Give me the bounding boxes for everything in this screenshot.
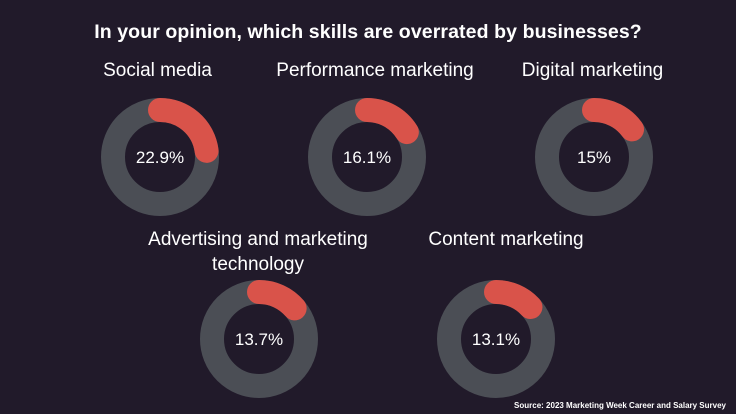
donut-value-arc (355, 98, 419, 145)
donut-value-arc (148, 98, 219, 163)
donut-value-label: 13.1% (472, 330, 520, 349)
donut-value-arc (582, 98, 645, 142)
donut-performance-marketing: 16.1% (308, 98, 426, 216)
donut-label-advertising-technology: Advertising and marketing technology (148, 229, 368, 275)
donut-label-performance-marketing: Performance marketing (276, 60, 474, 81)
donut-label-digital-marketing: Digital marketing (521, 60, 664, 81)
donut-value-arc (484, 280, 543, 320)
donut-advertising-technology: 13.7% (200, 280, 318, 398)
donut-value-label: 13.7% (235, 330, 283, 349)
donut-digital-marketing: 15% (535, 98, 653, 216)
donut-label-content-marketing: Content marketing (428, 229, 584, 250)
donut-value-label: 15% (577, 148, 611, 167)
donut-value-arc (247, 280, 307, 321)
donut-value-label: 16.1% (343, 148, 391, 167)
donut-content-marketing: 13.1% (437, 280, 555, 398)
chart-title: In your opinion, which skills are overra… (94, 21, 642, 43)
source-note: Source: 2023 Marketing Week Career and S… (514, 401, 726, 410)
donut-social-media: 22.9% (101, 98, 219, 216)
donut-label-social-media: Social media (103, 60, 212, 81)
donut-value-label: 22.9% (136, 148, 184, 167)
